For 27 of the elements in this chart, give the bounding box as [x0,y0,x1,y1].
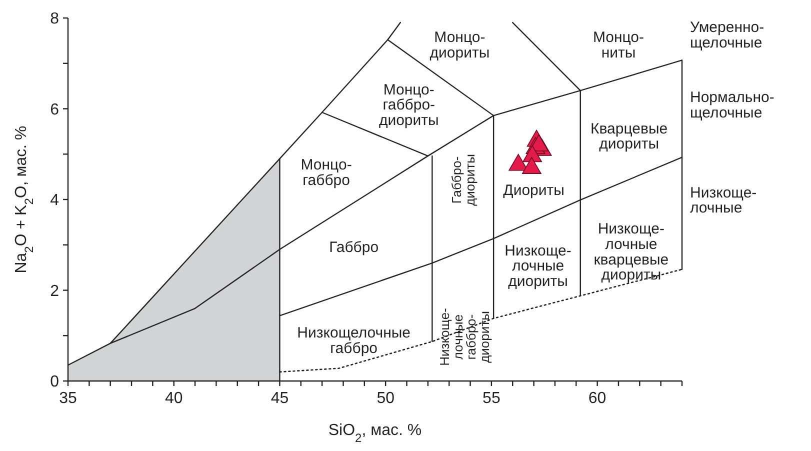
annotation: Монцо- ниты [592,28,644,61]
annotation: Габбро- диориты [448,154,477,206]
x-tick-label: 40 [164,390,183,407]
y-tick-label: 0 [50,374,60,391]
x-tick-label: 60 [588,390,606,407]
x-tick-label: 35 [59,390,77,407]
annotation: Низкощелочные габбро [297,324,410,356]
annotation: Диориты [503,181,564,198]
y-tick-label: 6 [50,101,60,118]
text: Умеренно- щелочные [690,18,764,51]
x-axis-title: SiO$_{2}$, мас. % [328,422,422,445]
text: Низкоще- лочные [690,184,757,216]
x-tick-label: 50 [376,390,395,407]
annotation: Кварцевые диориты [590,120,668,152]
annotation: Низкоще- лочные диориты [504,242,572,290]
y-tick-label: 8 [50,10,60,28]
annotation: Монцо- габбро [300,156,352,188]
x-tick-label: 45 [270,390,289,407]
annotation: Монцо- диориты [430,28,490,61]
annotation: Монцо- габбро- диориты [378,80,439,128]
x-tick-label: 55 [482,390,500,407]
annotation: Низкоще- лочные кварцевые диориты [594,220,669,284]
annotation: Габбро [329,238,379,256]
annotation: Низкоще- лочные габбро- диориты [436,308,492,366]
text: Нормально- щелочные [690,88,774,121]
y-tick-label: 4 [50,192,60,210]
y-tick-label: 2 [50,282,60,300]
